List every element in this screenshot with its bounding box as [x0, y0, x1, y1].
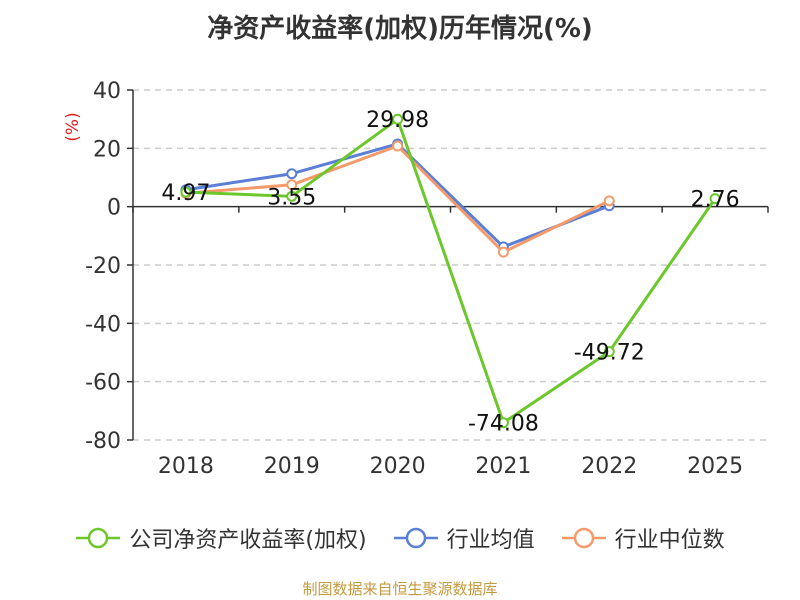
legend: 公司净资产收益率(加权) 行业均值 行业中位数 [0, 518, 800, 558]
data-labels: 4.97 3.55 29.98 -74.08 -49.72 2.76 [161, 108, 739, 437]
axes: 40 20 0 -20 -40 -60 -80 2018 2019 2020 2021 2022 202… [63, 79, 769, 479]
legend-item[interactable]: 行业中位数 [561, 522, 725, 554]
legend-label: 公司净资产收益率(加权) [129, 528, 367, 553]
grid-lines [133, 89, 768, 441]
series-line [185, 144, 610, 254]
y-tick-label: 20 [93, 137, 121, 162]
legend-label: 行业中位数 [614, 528, 725, 553]
x-tick-label: 2020 [370, 454, 426, 479]
data-point [392, 140, 404, 152]
data-point [286, 190, 298, 202]
data-label: -49.72 [574, 341, 645, 366]
data-point [709, 193, 721, 205]
legend-label: 行业均值 [446, 528, 535, 553]
data-label: 4.97 [161, 181, 210, 206]
y-tick-label: -20 [85, 254, 121, 279]
data-point [392, 113, 404, 125]
y-tick-label: 40 [93, 79, 121, 104]
source-note: 制图数据来自恒生聚源数据库 [302, 580, 498, 598]
series-lines [180, 113, 721, 429]
chart-title: 净资产收益率(加权)历年情况(%) [207, 14, 593, 44]
data-point [286, 168, 298, 180]
legend-marker [561, 527, 606, 549]
data-label: 2.76 [691, 188, 740, 213]
data-label: 3.55 [267, 185, 316, 210]
legend-item[interactable]: 行业均值 [393, 522, 535, 554]
x-tick-label: 2021 [475, 454, 531, 479]
y-tick-label: -40 [85, 312, 121, 337]
x-tick-label: 2022 [581, 454, 637, 479]
y-axis-label: (%) [63, 112, 83, 141]
data-point [497, 246, 509, 258]
data-label: 29.98 [366, 108, 429, 133]
legend-item[interactable]: 公司净资产收益率(加权) [75, 522, 367, 554]
x-tick-label: 2018 [158, 454, 214, 479]
x-tick-label: 2025 [687, 454, 743, 479]
series-line [185, 117, 717, 425]
y-tick-label: -80 [85, 429, 121, 454]
data-label: -74.08 [468, 412, 539, 437]
data-point [497, 417, 509, 429]
data-point [286, 179, 298, 191]
data-point [603, 195, 615, 207]
data-point [180, 186, 192, 198]
y-tick-label: -60 [85, 371, 121, 396]
x-tick-label: 2019 [264, 454, 320, 479]
data-point [603, 346, 615, 358]
legend-marker [76, 527, 121, 549]
y-tick-label: 0 [107, 196, 121, 221]
legend-marker [393, 527, 438, 549]
